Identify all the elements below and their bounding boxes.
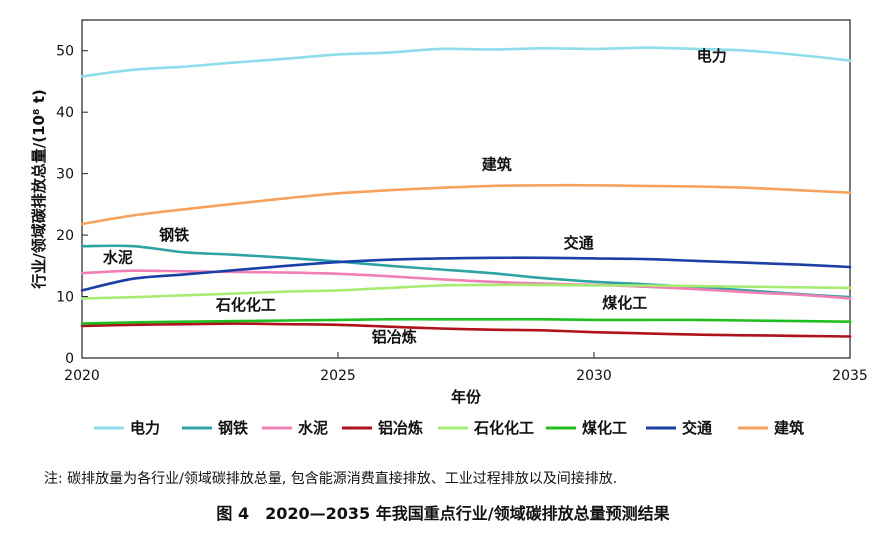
series-label-2: 水泥: [103, 249, 133, 267]
series-label-4: 石化化工: [215, 296, 276, 314]
series-label-6: 交通: [564, 234, 594, 252]
series-line-7: [80, 183, 852, 226]
series-label-7: 建筑: [482, 155, 512, 173]
legend-label-1: 钢铁: [218, 419, 248, 437]
series-line-1: [80, 244, 852, 299]
series-lines: [80, 46, 852, 338]
legend-label-6: 交通: [682, 419, 712, 437]
x-axis: 2020 2025 2030 2035: [64, 352, 868, 384]
y-tick-label: 10: [56, 290, 74, 306]
legend-label-2: 水泥: [298, 419, 328, 437]
series-label-3: 铝冶炼: [372, 328, 417, 346]
plot-frame: [81, 19, 851, 359]
x-axis-title: 年份: [451, 388, 482, 406]
series-line-5: [80, 317, 852, 325]
series-line-0: [80, 46, 852, 78]
x-tick-label: 2030: [576, 368, 612, 384]
y-tick-label: 0: [65, 351, 74, 367]
series-line-3: [80, 322, 852, 338]
legend-label-0: 电力: [130, 419, 160, 437]
x-tick-label: 2020: [64, 368, 100, 384]
y-tick-label: 40: [56, 105, 74, 121]
figure-note: 注: 碳排放量为各行业/领域碳排放总量, 包含能源消费直接排放、工业过程排放以及…: [44, 471, 618, 487]
y-axis-title: 行业/领域碳排放总量/(10⁸ t): [30, 89, 48, 290]
series-label-1: 钢铁: [159, 226, 189, 244]
y-axis: 0 10 20 30 40 50: [56, 44, 88, 367]
y-tick-label: 30: [56, 167, 74, 183]
series-label-0: 电力: [697, 47, 727, 65]
legend-label-7: 建筑: [774, 419, 804, 437]
series-label-5: 煤化工: [602, 294, 647, 312]
legend-label-4: 石化化工: [473, 419, 534, 437]
y-tick-label: 50: [56, 44, 74, 60]
legend-label-3: 铝冶炼: [378, 419, 423, 437]
y-tick-label: 20: [56, 228, 74, 244]
x-tick-label: 2035: [832, 368, 868, 384]
legend: 电力 钢铁 水泥 铝冶炼 石化化工 煤化工 交通 建筑: [94, 419, 804, 437]
legend-label-5: 煤化工: [582, 419, 627, 437]
x-tick-label: 2025: [320, 368, 356, 384]
series-line-4: [80, 283, 852, 300]
figure-caption: 图 4 2020—2035 年我国重点行业/领域碳排放总量预测结果: [216, 504, 670, 523]
series-line-6: [80, 256, 852, 292]
